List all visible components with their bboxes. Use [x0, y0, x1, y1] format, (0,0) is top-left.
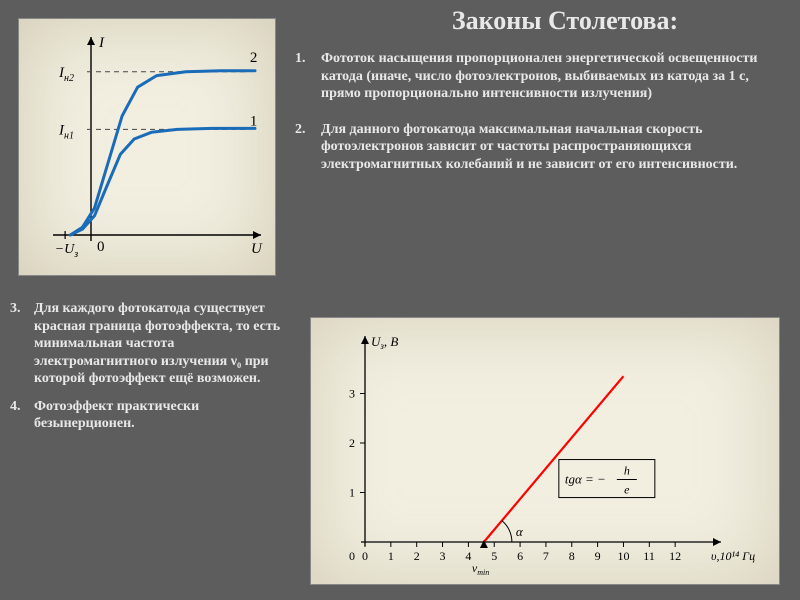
svg-text:νmin: νmin	[472, 561, 489, 576]
law-number: 2.	[295, 121, 306, 139]
svg-text:3: 3	[440, 549, 446, 563]
svg-text:8: 8	[569, 549, 575, 563]
law-item: 3. Для каждого фотокатода существует крас…	[10, 300, 295, 388]
svg-text:h: h	[624, 464, 630, 478]
svg-text:α: α	[516, 524, 524, 539]
law-text: Для данного фотокатода максимальная нача…	[321, 122, 737, 172]
svg-text:6: 6	[517, 549, 523, 563]
title-text: Законы Столетова:	[452, 6, 678, 35]
svg-text:Uз, В: Uз, В	[371, 334, 398, 351]
laws-bottom: 3. Для каждого фотокатода существует крас…	[10, 300, 295, 443]
law-item: 4. Фотоэффект практически безынерционен.	[10, 398, 295, 433]
svg-text:Iн2: Iн2	[58, 65, 74, 84]
svg-text:7: 7	[543, 549, 549, 563]
page-title: Законы Столетова:	[350, 6, 780, 36]
svg-text:1: 1	[349, 486, 355, 500]
stopping-voltage-svg: 01234567891011121230ανminUз, Вυ,10¹⁴ Гцt…	[321, 326, 771, 576]
svg-text:2: 2	[349, 436, 355, 450]
svg-text:4: 4	[465, 549, 471, 563]
law-number: 1.	[295, 50, 306, 68]
svg-text:11: 11	[643, 549, 655, 563]
svg-text:υ,10¹⁴ Гц: υ,10¹⁴ Гц	[711, 549, 755, 563]
stopping-voltage-chart: 01234567891011121230ανminUз, Вυ,10¹⁴ Гцt…	[310, 317, 780, 585]
svg-text:1: 1	[388, 549, 394, 563]
svg-text:3: 3	[349, 387, 355, 401]
laws-right: 1. Фототок насыщения пропорционален энерг…	[295, 50, 780, 191]
svg-text:tgα = −: tgα = −	[565, 472, 606, 487]
svg-text:2: 2	[250, 50, 257, 66]
svg-text:9: 9	[595, 549, 601, 563]
law-text: Фототок насыщения пропорционален энергет…	[321, 51, 757, 101]
svg-text:1: 1	[250, 114, 257, 130]
law-item: 2. Для данного фотокатода максимальная на…	[295, 121, 780, 174]
svg-text:U: U	[251, 241, 263, 257]
law-text: Для каждого фотокатода существует красна…	[34, 301, 280, 386]
saturation-svg: Iн1 Iн2 1 2 0 U I −Uз	[33, 29, 267, 263]
svg-text:5: 5	[491, 549, 497, 563]
law-number: 3.	[10, 300, 21, 318]
svg-text:e: e	[624, 483, 630, 497]
svg-text:10: 10	[617, 549, 629, 563]
svg-text:0: 0	[362, 549, 368, 563]
svg-text:0: 0	[349, 549, 355, 563]
svg-text:I: I	[98, 35, 105, 51]
svg-text:12: 12	[669, 549, 681, 563]
law-text: Фотоэффект практически безынерционен.	[34, 399, 199, 432]
svg-text:−Uз: −Uз	[55, 242, 79, 260]
saturation-chart: Iн1 Iн2 1 2 0 U I −Uз	[18, 18, 276, 276]
svg-text:2: 2	[414, 549, 420, 563]
svg-text:Iн1: Iн1	[58, 122, 74, 141]
law-item: 1. Фототок насыщения пропорционален энерг…	[295, 50, 780, 103]
svg-text:0: 0	[97, 239, 105, 255]
law-number: 4.	[10, 398, 21, 416]
